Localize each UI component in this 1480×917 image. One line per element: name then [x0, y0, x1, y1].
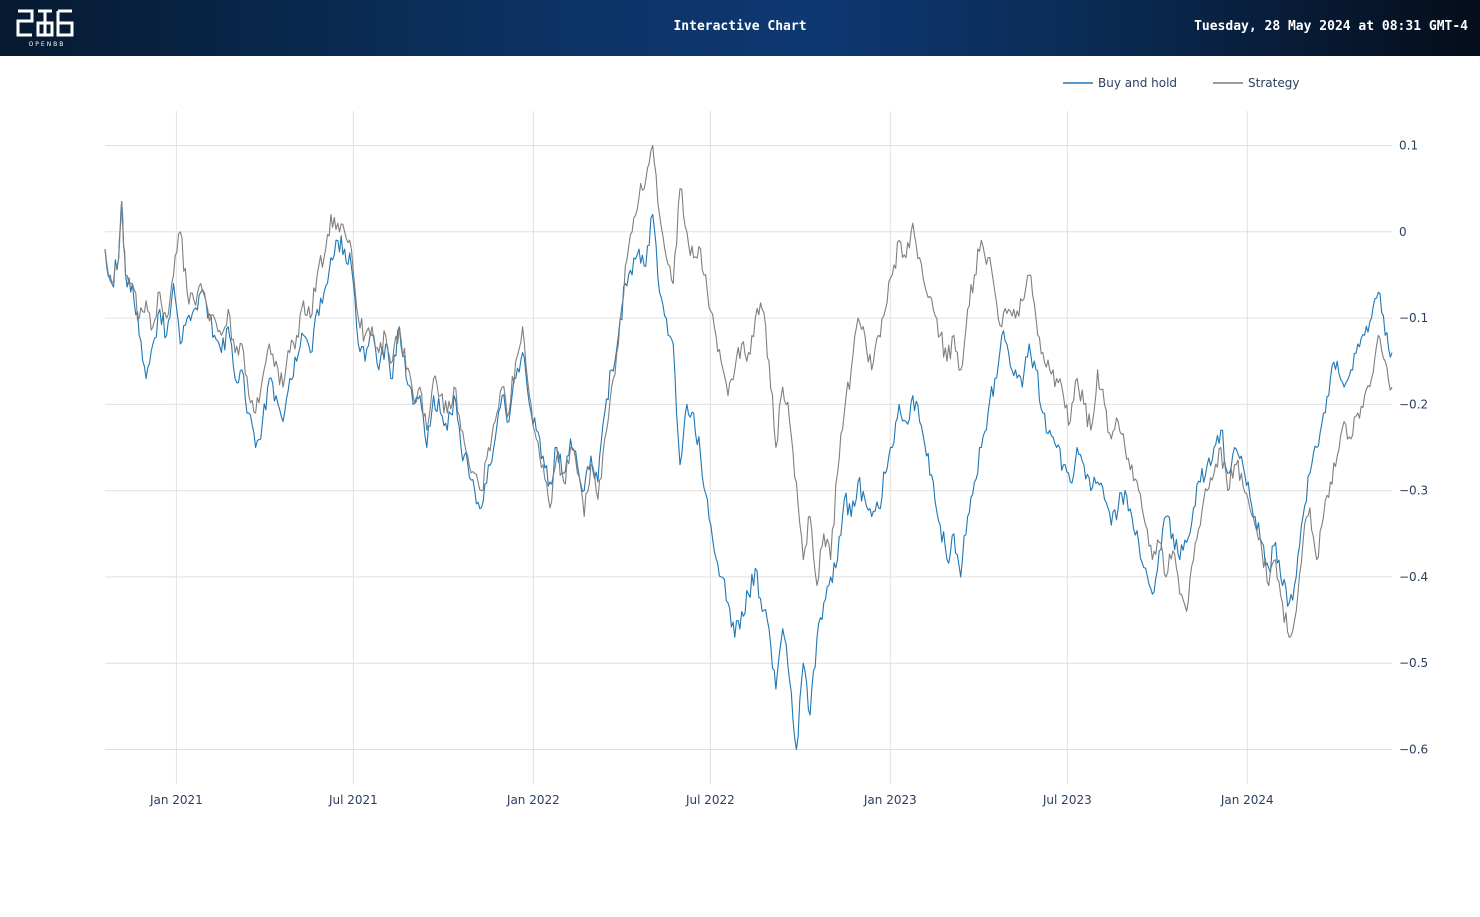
- y-axis: 0.1 0 −0.1 −0.2 −0.3 −0.4 −0.5 −0.6: [1399, 139, 1428, 757]
- x-tick-label: Jul 2021: [328, 793, 378, 807]
- series-lines: [104, 144, 1393, 751]
- openbb-logo: OPENBB: [16, 9, 74, 48]
- x-tick-label: Jan 2022: [506, 793, 560, 807]
- y-tick-label: −0.6: [1399, 742, 1428, 756]
- page-title: Interactive Chart: [673, 19, 807, 34]
- legend-item[interactable]: Buy and hold: [1063, 76, 1177, 90]
- y-tick-label: 0.1: [1399, 139, 1418, 153]
- y-tick-label: −0.2: [1399, 397, 1428, 411]
- y-tick-label: −0.5: [1399, 656, 1428, 670]
- logo-text: OPENBB: [29, 41, 66, 48]
- series-line-buy-and-hold[interactable]: [104, 201, 1393, 751]
- y-tick-label: −0.3: [1399, 484, 1428, 498]
- header-datetime: Tuesday, 28 May 2024 at 08:31 GMT-4: [1194, 19, 1468, 34]
- x-tick-label: Jan 2021: [149, 793, 203, 807]
- app-header: OPENBB Interactive Chart Tuesday, 28 May…: [0, 0, 1480, 56]
- x-tick-label: Jan 2023: [863, 793, 917, 807]
- y-tick-label: −0.1: [1399, 311, 1428, 325]
- legend-item[interactable]: Strategy: [1213, 76, 1299, 90]
- grid-lines: [105, 111, 1392, 784]
- series-line-strategy[interactable]: [104, 144, 1393, 638]
- y-tick-label: 0: [1399, 225, 1407, 239]
- line-chart[interactable]: 0.1 0 −0.1 −0.2 −0.3 −0.4 −0.5 −0.6 Jan 2021 Jul…: [0, 56, 1480, 917]
- x-tick-label: Jul 2023: [1042, 793, 1092, 807]
- legend[interactable]: Buy and hold Strategy: [1063, 76, 1299, 90]
- x-axis: Jan 2021 Jul 2021 Jan 2022 Jul 2022 Jan 2023…: [149, 793, 1274, 807]
- y-tick-label: −0.4: [1399, 570, 1428, 584]
- legend-label: Buy and hold: [1098, 76, 1177, 90]
- legend-label: Strategy: [1248, 76, 1299, 90]
- x-tick-label: Jan 2024: [1220, 793, 1274, 807]
- x-tick-label: Jul 2022: [685, 793, 735, 807]
